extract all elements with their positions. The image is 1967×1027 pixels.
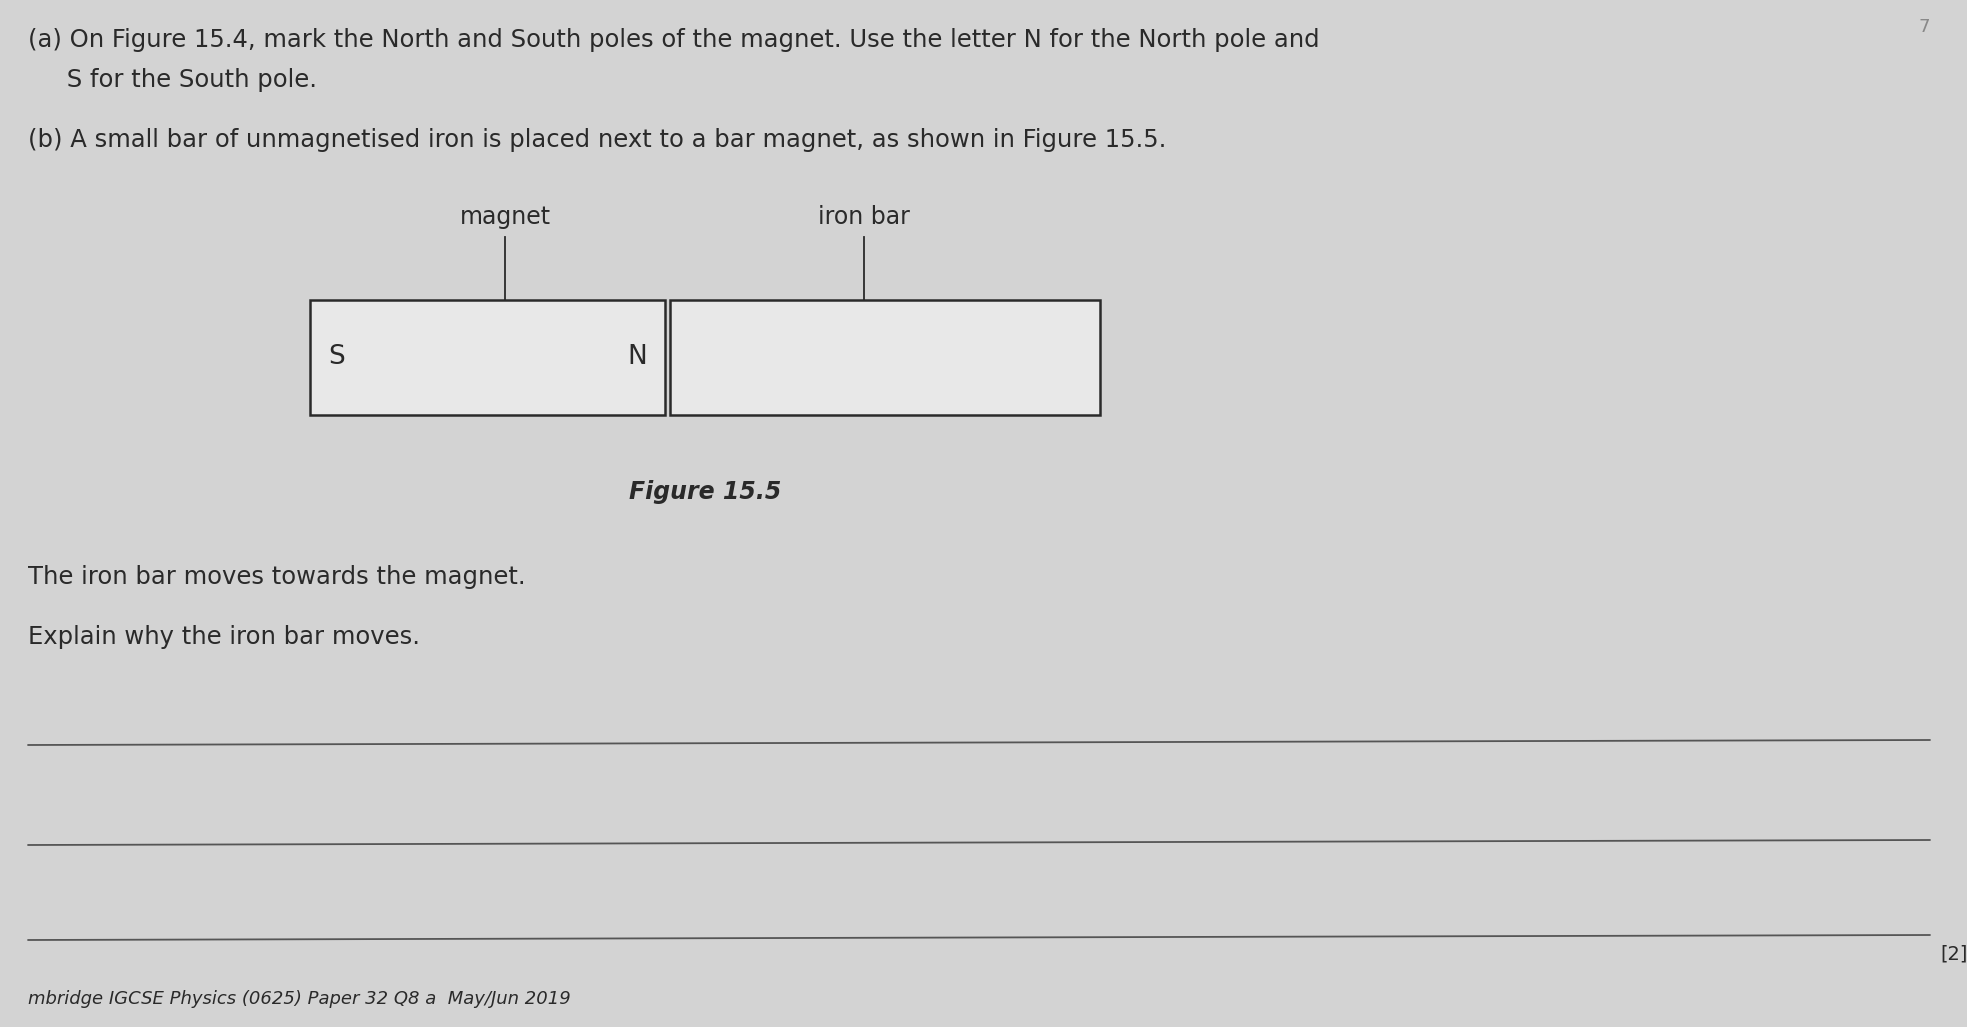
- Text: Explain why the iron bar moves.: Explain why the iron bar moves.: [28, 625, 421, 649]
- Text: (a) On Figure 15.4, mark the North and South poles of the magnet. Use the letter: (a) On Figure 15.4, mark the North and S…: [28, 28, 1320, 52]
- Text: (b) A small bar of unmagnetised iron is placed next to a bar magnet, as shown in: (b) A small bar of unmagnetised iron is …: [28, 128, 1166, 152]
- Text: magnet: magnet: [460, 205, 551, 229]
- Text: 7: 7: [1918, 18, 1930, 36]
- Bar: [311, 300, 665, 415]
- Text: Figure 15.5: Figure 15.5: [629, 480, 781, 504]
- Text: N: N: [627, 344, 647, 371]
- Text: mbridge IGCSE Physics (0625) Paper 32 Q8 a  May/Jun 2019: mbridge IGCSE Physics (0625) Paper 32 Q8…: [28, 990, 570, 1007]
- Text: S: S: [328, 344, 344, 371]
- Bar: [671, 300, 1100, 415]
- Text: The iron bar moves towards the magnet.: The iron bar moves towards the magnet.: [28, 565, 525, 589]
- Text: iron bar: iron bar: [818, 205, 909, 229]
- Text: [2]: [2]: [1939, 945, 1967, 964]
- Text: S for the South pole.: S for the South pole.: [28, 68, 317, 92]
